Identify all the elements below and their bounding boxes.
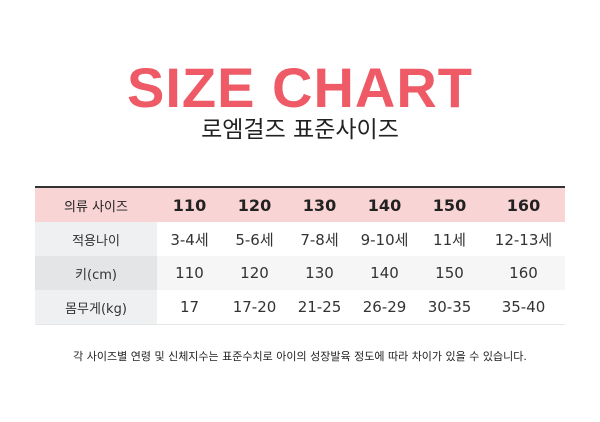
table-cell: 9-10세 <box>360 230 409 249</box>
table-cell: 26-29 <box>352 290 417 325</box>
table-cell: 140 <box>352 256 417 290</box>
header-cell: 160 <box>482 187 565 222</box>
header-cell: 140 <box>352 187 417 222</box>
row-label: 몸무게(kg) <box>35 290 157 325</box>
size-table: 의류 사이즈 110 120 130 140 150 160 적용나이 3-4세… <box>35 186 565 325</box>
table-row: 몸무게(kg) 17 17-20 21-25 26-29 30-35 35-40 <box>35 290 565 325</box>
header-cell: 150 <box>417 187 482 222</box>
footnote: 각 사이즈별 연령 및 신체지수는 표준수치로 아이의 성장발육 정도에 따라 … <box>73 350 527 363</box>
page-title: SIZE CHART <box>127 56 473 119</box>
table-cell: 17-20 <box>222 290 287 325</box>
table-row: 적용나이 3-4세 5-6세 7-8세 9-10세 11세 12-13세 <box>35 222 565 256</box>
table-cell: 160 <box>482 256 565 290</box>
table-cell: 11세 <box>433 230 466 249</box>
table-cell: 110 <box>157 256 222 290</box>
table-header-row: 의류 사이즈 110 120 130 140 150 160 <box>35 187 565 222</box>
header-cell: 120 <box>222 187 287 222</box>
header-cell: 130 <box>287 187 352 222</box>
table-cell: 5-6세 <box>235 230 274 249</box>
table-row: 키(cm) 110 120 130 140 150 160 <box>35 256 565 290</box>
table-cell: 130 <box>287 256 352 290</box>
table-cell: 12-13세 <box>494 230 553 249</box>
table-cell: 21-25 <box>287 290 352 325</box>
table-cell: 150 <box>417 256 482 290</box>
row-label: 적용나이 <box>35 222 157 256</box>
header-label: 의류 사이즈 <box>35 187 157 222</box>
table-cell: 3-4세 <box>170 230 209 249</box>
page-subtitle: 로엠걸즈 표준사이즈 <box>201 117 399 143</box>
row-label: 키(cm) <box>35 256 157 290</box>
table-cell: 7-8세 <box>300 230 339 249</box>
table-cell: 120 <box>222 256 287 290</box>
table-cell: 35-40 <box>482 290 565 325</box>
table-cell: 30-35 <box>417 290 482 325</box>
header-cell: 110 <box>157 187 222 222</box>
table-cell: 17 <box>157 290 222 325</box>
